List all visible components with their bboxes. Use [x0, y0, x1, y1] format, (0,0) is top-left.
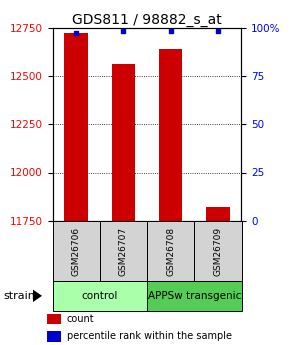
Text: percentile rank within the sample: percentile rank within the sample	[67, 332, 232, 341]
Bar	[52, 221, 100, 281]
Title: GDS811 / 98882_s_at: GDS811 / 98882_s_at	[72, 12, 222, 27]
Text: strain: strain	[3, 291, 35, 301]
Bar	[46, 314, 61, 324]
Text: GSM26708: GSM26708	[166, 226, 175, 276]
Bar	[64, 33, 88, 221]
Text: GSM26709: GSM26709	[213, 226, 222, 276]
Text: GSM26706: GSM26706	[72, 226, 81, 276]
Bar	[100, 221, 147, 281]
Bar	[46, 331, 61, 342]
Text: control: control	[82, 291, 118, 301]
Bar	[147, 281, 242, 310]
Text: APPSw transgenic: APPSw transgenic	[148, 291, 241, 301]
Bar	[112, 64, 135, 221]
Bar	[206, 207, 230, 221]
Bar	[194, 221, 242, 281]
Bar	[52, 281, 147, 310]
Polygon shape	[33, 290, 42, 302]
Bar	[147, 221, 194, 281]
Bar	[159, 49, 182, 221]
Text: GSM26707: GSM26707	[119, 226, 128, 276]
Text: count: count	[67, 314, 94, 324]
